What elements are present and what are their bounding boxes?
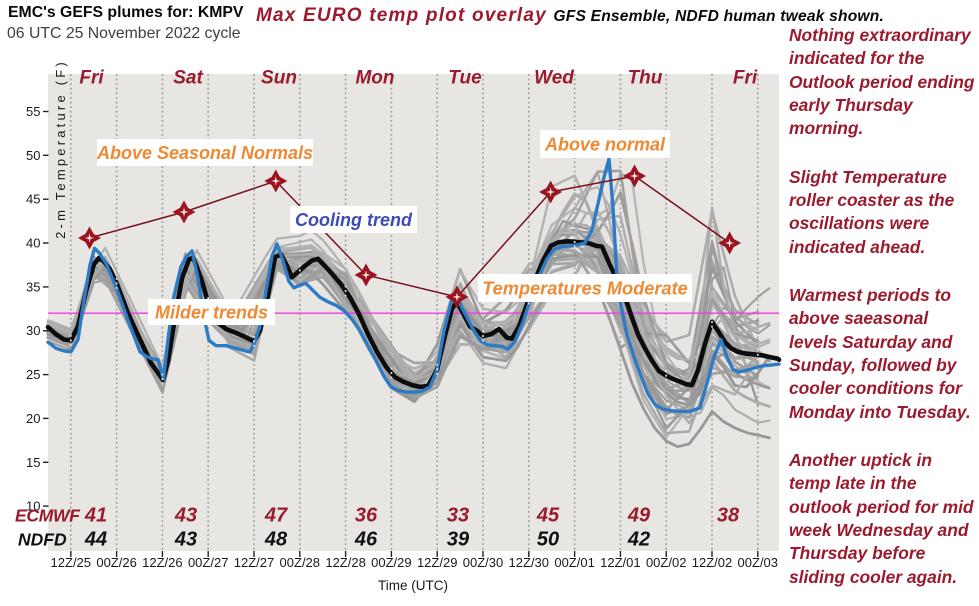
- svg-text:15: 15: [26, 455, 40, 470]
- svg-text:2-m Temperature (F): 2-m Temperature (F): [53, 59, 68, 239]
- svg-text:12Z/01: 12Z/01: [600, 555, 640, 570]
- svg-text:12Z/27: 12Z/27: [234, 555, 274, 570]
- svg-text:12Z/02: 12Z/02: [692, 555, 732, 570]
- svg-text:Sat: Sat: [173, 68, 203, 89]
- svg-text:30: 30: [26, 323, 40, 338]
- svg-text:Fri: Fri: [733, 68, 758, 89]
- svg-text:45: 45: [26, 192, 40, 207]
- svg-text:36: 36: [355, 505, 378, 527]
- svg-text:38: 38: [717, 505, 740, 527]
- svg-text:12Z/29: 12Z/29: [417, 555, 457, 570]
- svg-text:50: 50: [537, 529, 559, 551]
- svg-text:00Z/02: 00Z/02: [646, 555, 686, 570]
- svg-text:35: 35: [26, 279, 40, 294]
- svg-text:48: 48: [264, 529, 288, 551]
- svg-text:NDFD: NDFD: [18, 530, 67, 550]
- svg-text:Thu: Thu: [628, 68, 663, 89]
- svg-text:00Z/27: 00Z/27: [188, 555, 228, 570]
- svg-text:Above Seasonal Normals: Above Seasonal Normals: [96, 143, 313, 163]
- svg-text:12Z/28: 12Z/28: [325, 555, 365, 570]
- svg-text:46: 46: [354, 529, 378, 551]
- svg-text:Mon: Mon: [355, 68, 394, 89]
- svg-text:00Z/26: 00Z/26: [96, 555, 136, 570]
- svg-text:41: 41: [84, 505, 107, 527]
- svg-text:00Z/01: 00Z/01: [554, 555, 594, 570]
- svg-text:Wed: Wed: [534, 68, 574, 89]
- svg-text:25: 25: [26, 367, 40, 382]
- svg-text:Time (UTC): Time (UTC): [378, 578, 448, 593]
- svg-text:00Z/28: 00Z/28: [280, 555, 320, 570]
- svg-text:42: 42: [627, 529, 650, 551]
- svg-text:Milder trends: Milder trends: [155, 303, 268, 323]
- svg-text:43: 43: [174, 529, 197, 551]
- svg-text:10: 10: [26, 499, 40, 514]
- svg-text:55: 55: [26, 104, 40, 119]
- svg-text:50: 50: [26, 148, 40, 163]
- svg-text:33: 33: [447, 505, 469, 527]
- svg-text:00Z/29: 00Z/29: [371, 555, 411, 570]
- svg-text:47: 47: [264, 505, 288, 527]
- svg-text:40: 40: [26, 236, 40, 251]
- svg-text:Above normal: Above normal: [544, 135, 666, 155]
- svg-text:44: 44: [84, 529, 107, 551]
- svg-text:Tue: Tue: [448, 68, 482, 89]
- svg-text:Cooling trend: Cooling trend: [295, 210, 413, 230]
- svg-text:39: 39: [447, 529, 470, 551]
- svg-text:ECMWF: ECMWF: [15, 506, 81, 526]
- svg-text:12Z/30: 12Z/30: [509, 555, 549, 570]
- svg-text:43: 43: [174, 505, 197, 527]
- svg-text:45: 45: [536, 505, 560, 527]
- svg-text:12Z/26: 12Z/26: [142, 555, 182, 570]
- svg-text:00Z/03: 00Z/03: [738, 555, 778, 570]
- svg-text:Temperatures Moderate: Temperatures Moderate: [482, 279, 688, 299]
- svg-text:12Z/25: 12Z/25: [51, 555, 91, 570]
- svg-text:Sun: Sun: [261, 68, 297, 89]
- svg-text:Fri: Fri: [79, 68, 104, 89]
- svg-text:20: 20: [26, 411, 40, 426]
- svg-text:00Z/30: 00Z/30: [463, 555, 503, 570]
- svg-text:49: 49: [627, 505, 651, 527]
